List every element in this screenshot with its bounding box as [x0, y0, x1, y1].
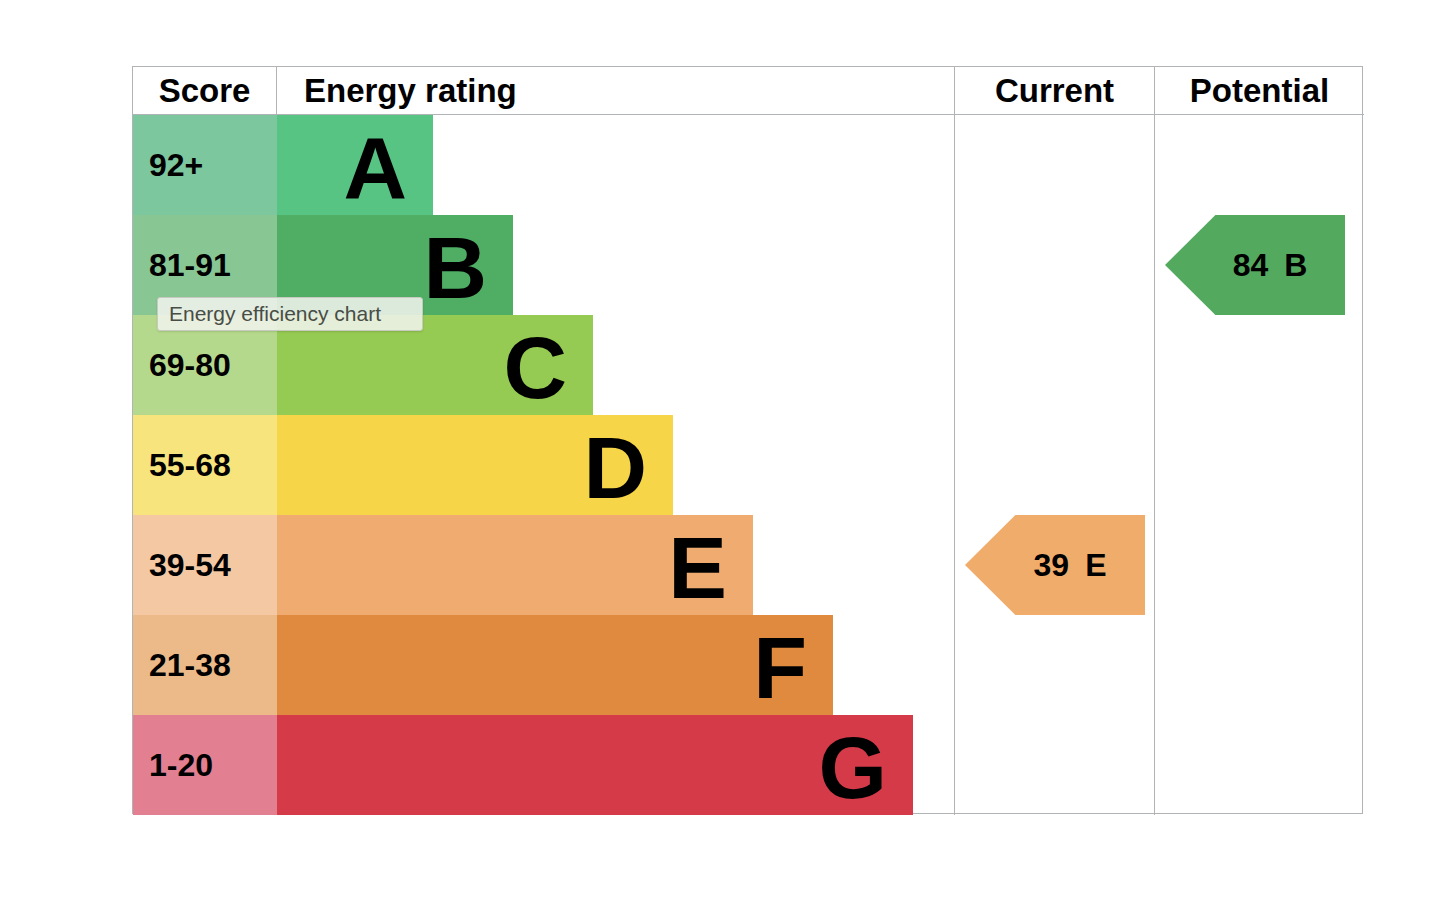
potential-column-body: 84 B — [1155, 115, 1364, 815]
band-score-label: 1-20 — [149, 747, 213, 784]
current-score-value: 39 — [1034, 547, 1070, 584]
potential-column-header: Potential — [1155, 67, 1364, 115]
band-bar-track: G — [277, 715, 954, 815]
band-bar: A — [277, 115, 433, 215]
energy-efficiency-chart[interactable]: Score Energy rating 92+ A 81-91 — [132, 66, 1363, 814]
current-column: Current 39 E — [954, 67, 1154, 815]
band-bar: F — [277, 615, 833, 715]
band-score-cell: 92+ — [133, 115, 277, 215]
energy-rating-column-header: Energy rating — [277, 67, 954, 114]
band-score-label: 55-68 — [149, 447, 231, 484]
band-row-a: 92+ A — [133, 115, 954, 215]
band-score-cell: 21-38 — [133, 615, 277, 715]
band-bar-track: A — [277, 115, 954, 215]
band-row-g: 1-20 G — [133, 715, 954, 815]
band-letter: D — [583, 424, 647, 512]
potential-score-value: 84 — [1233, 247, 1269, 284]
band-score-label: 39-54 — [149, 547, 231, 584]
band-bar-track: E — [277, 515, 954, 615]
hover-tooltip: Energy efficiency chart — [157, 297, 423, 331]
potential-rating-letter: B — [1284, 247, 1307, 284]
hover-tooltip-text: Energy efficiency chart — [169, 302, 381, 326]
score-column-header: Score — [133, 67, 277, 114]
band-row-e: 39-54 E — [133, 515, 954, 615]
band-score-label: 21-38 — [149, 647, 231, 684]
band-bar: D — [277, 415, 673, 515]
band-row-f: 21-38 F — [133, 615, 954, 715]
page-background: Score Energy rating 92+ A 81-91 — [0, 0, 1435, 897]
band-bar-track: D — [277, 415, 954, 515]
band-letter: E — [668, 524, 727, 612]
rating-bands: 92+ A 81-91 B — [133, 115, 954, 815]
band-score-label: 81-91 — [149, 247, 231, 284]
potential-column: Potential 84 B — [1154, 67, 1364, 815]
current-column-body: 39 E — [955, 115, 1154, 815]
potential-rating-arrow: 84 B — [1165, 215, 1345, 315]
band-row-d: 55-68 D — [133, 415, 954, 515]
band-score-cell: 39-54 — [133, 515, 277, 615]
current-rating-letter: E — [1085, 547, 1106, 584]
band-score-cell: 1-20 — [133, 715, 277, 815]
band-letter: F — [753, 624, 807, 712]
band-score-cell: 55-68 — [133, 415, 277, 515]
band-letter: G — [819, 724, 887, 812]
band-letter: B — [423, 224, 487, 312]
band-bar: E — [277, 515, 753, 615]
band-bar: G — [277, 715, 913, 815]
band-bar-track: F — [277, 615, 954, 715]
band-score-label: 92+ — [149, 147, 203, 184]
band-score-label: 69-80 — [149, 347, 231, 384]
band-letter: A — [343, 124, 407, 212]
band-letter: C — [503, 324, 567, 412]
current-column-header: Current — [955, 67, 1154, 115]
current-rating-arrow: 39 E — [965, 515, 1145, 615]
